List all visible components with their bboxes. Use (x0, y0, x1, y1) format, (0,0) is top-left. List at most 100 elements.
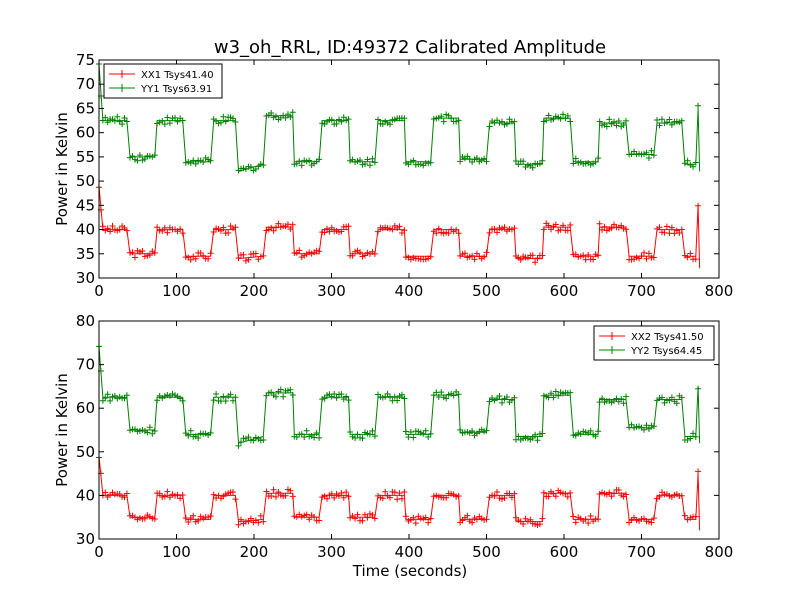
data-point (311, 513, 318, 520)
data-point (345, 493, 352, 500)
data-point (121, 494, 128, 501)
data-point (114, 113, 121, 120)
data-point (401, 395, 408, 402)
x-axis-label: Time (seconds) (352, 562, 468, 580)
chart-title: w3_oh_RRL, ID:49372 Calibrated Amplitude (214, 37, 606, 58)
data-point (357, 157, 364, 164)
data-point (611, 490, 618, 497)
data-point (119, 121, 126, 128)
data-point (570, 160, 577, 167)
data-point (207, 250, 214, 257)
data-point (425, 519, 432, 526)
legend-box (593, 325, 715, 361)
legend-marker (118, 84, 126, 92)
data-point (501, 495, 508, 502)
data-point (457, 158, 464, 165)
data-point (169, 491, 176, 498)
data-point (313, 430, 320, 437)
data-point (371, 515, 378, 522)
data-point (136, 152, 143, 159)
data-point (483, 249, 490, 256)
data-point (195, 517, 202, 524)
data-point (366, 162, 373, 169)
data-point (681, 512, 688, 519)
data-point (560, 222, 567, 229)
data-point (595, 155, 602, 162)
legend-marker (608, 332, 616, 340)
data-point (440, 118, 447, 125)
data-point (235, 442, 242, 449)
data-point (587, 427, 594, 434)
data-point (352, 515, 359, 522)
data-point (177, 226, 184, 233)
y-tick-label: 40 (76, 221, 95, 239)
data-point (623, 226, 629, 233)
data-point (280, 393, 287, 400)
data-point (676, 230, 683, 237)
x-tick-label: 400 (395, 282, 424, 300)
legend-label: XX2 Tsys41.50 (631, 332, 704, 343)
data-point (534, 437, 541, 444)
data-point (520, 520, 527, 527)
data-point (695, 202, 702, 209)
data-point (572, 155, 579, 162)
x-tick-label: 700 (627, 543, 656, 561)
data-point (154, 397, 161, 404)
data-point (517, 256, 524, 263)
data-point (638, 253, 645, 260)
data-point (141, 515, 148, 522)
data-point (349, 252, 356, 259)
data-point (396, 490, 403, 497)
legend-marker (118, 70, 126, 78)
data-point (529, 434, 536, 441)
data-point (139, 248, 146, 255)
data-point (296, 247, 303, 254)
data-point (596, 118, 603, 125)
data-point (401, 227, 408, 234)
data-point (599, 395, 606, 402)
data-point (570, 513, 577, 520)
y-tick-label: 80 (76, 312, 95, 330)
data-point (557, 226, 564, 233)
data-point (608, 225, 615, 232)
data-point (499, 118, 505, 125)
data-point (494, 488, 501, 495)
data-point (164, 391, 171, 398)
data-point (511, 490, 518, 497)
data-point (287, 114, 294, 121)
data-point (123, 227, 130, 234)
data-point (151, 515, 158, 522)
data-point (161, 224, 168, 231)
data-point (678, 492, 685, 499)
legend-box (103, 63, 223, 99)
data-point (257, 512, 264, 519)
series-yy2 (96, 343, 702, 449)
data-point (164, 488, 171, 495)
data-point (303, 511, 310, 518)
data-point (539, 252, 546, 259)
data-point (457, 426, 464, 433)
data-point (255, 519, 262, 526)
data-point (687, 250, 694, 257)
data-point (174, 118, 181, 125)
data-point (692, 513, 699, 520)
data-point (455, 230, 462, 237)
data-point (272, 393, 279, 400)
x-tick-label: 600 (550, 543, 579, 561)
data-point (104, 225, 111, 232)
data-point (102, 489, 109, 496)
data-point (361, 161, 368, 168)
data-point (469, 252, 476, 259)
data-point (200, 158, 207, 165)
data-point (340, 494, 347, 501)
data-point (164, 114, 171, 121)
data-point (529, 164, 536, 171)
data-point (443, 494, 450, 501)
data-point (401, 115, 408, 122)
data-point (268, 109, 275, 116)
data-point (623, 491, 629, 498)
y-tick-label: 30 (76, 269, 95, 287)
y-tick-label: 55 (76, 148, 95, 166)
data-point (190, 512, 197, 519)
x-tick-label: 300 (317, 543, 346, 561)
